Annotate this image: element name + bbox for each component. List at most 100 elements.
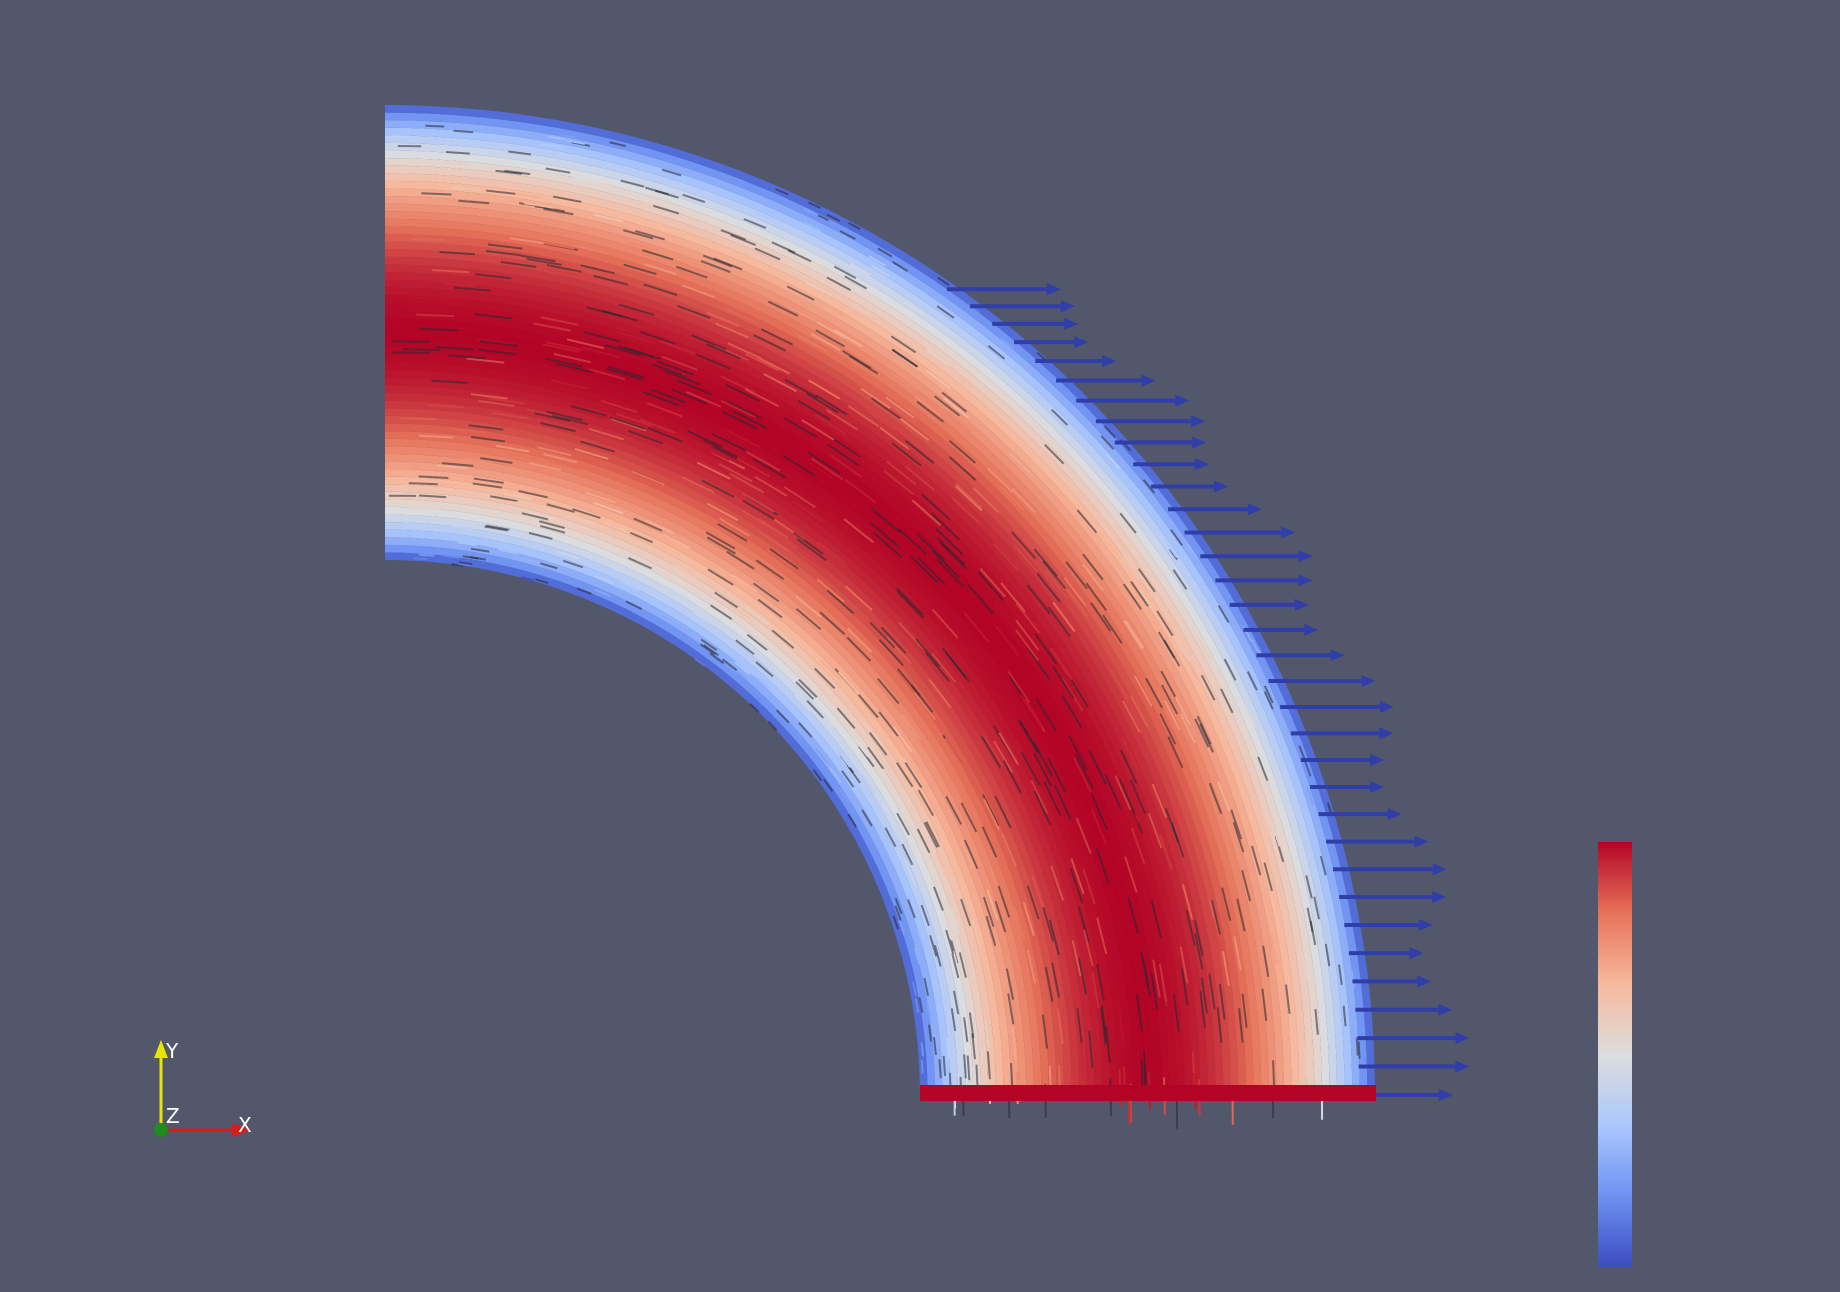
arrow-glyph [458, 561, 473, 566]
arrow-glyph [663, 510, 694, 527]
arrow-glyph [601, 309, 639, 322]
arrow-glyph [1270, 1007, 1276, 1040]
arrow-glyph [418, 475, 449, 480]
arrow-glyph [932, 1026, 937, 1045]
arrow-glyph [542, 343, 581, 354]
arrow-glyph [808, 201, 821, 209]
arrow-glyph [1001, 833, 1017, 867]
arrow-glyph [943, 916, 953, 941]
arrow-glyph [914, 998, 920, 1013]
arrow-glyph [929, 935, 938, 957]
arrow-glyph [896, 762, 914, 788]
arrow-glyph [903, 300, 925, 316]
arrow-glyph [833, 265, 857, 280]
arrow-glyph [623, 229, 654, 240]
arrow-glyph [694, 658, 706, 667]
arrow-glyph [830, 454, 863, 478]
arrow-glyph [700, 638, 718, 651]
arrow-glyph [925, 1000, 931, 1018]
arrow-glyph [472, 482, 503, 489]
arrow-glyph [643, 590, 664, 602]
arrow-glyph [894, 905, 902, 922]
arrow-glyph [868, 255, 886, 267]
arrow-glyph [470, 393, 508, 400]
arrow-glyph [580, 440, 615, 453]
outlet-arrow [1326, 835, 1429, 848]
arrow-glyph [1200, 674, 1216, 701]
arrow-glyph [937, 537, 966, 566]
arrow-glyph [913, 691, 936, 721]
arrow-glyph [817, 687, 838, 708]
arrow-glyph [994, 625, 1020, 657]
arrow-glyph [643, 283, 678, 297]
arrow-glyph [1011, 1028, 1018, 1060]
arrow-glyph [836, 749, 851, 768]
arrow-glyph [700, 260, 731, 273]
arrow-glyph [503, 492, 533, 501]
arrow-glyph [444, 554, 460, 559]
arrow-glyph [869, 521, 900, 548]
arrow-glyph [719, 517, 751, 537]
outlet-arrow [1095, 415, 1206, 428]
arrow-glyph [1164, 808, 1180, 843]
arrow-glyph [886, 460, 917, 486]
arrow-glyph [610, 417, 647, 432]
arrow-glyph [945, 1038, 950, 1060]
arrow-glyph [442, 161, 469, 166]
arrow-glyph [985, 915, 997, 947]
arrow-glyph [1048, 919, 1060, 955]
arrow-glyph [448, 354, 487, 360]
outlet-arrow [1333, 863, 1447, 876]
arrow-glyph [935, 861, 948, 887]
arrow-glyph [1199, 991, 1206, 1028]
arrow-glyph [1342, 1005, 1347, 1027]
arrow-glyph [717, 523, 748, 542]
arrow-glyph [1138, 588, 1157, 615]
arrow-glyph [725, 383, 761, 403]
arrow-glyph [431, 379, 469, 384]
arrow-glyph [793, 353, 826, 373]
arrow-glyph [730, 170, 745, 178]
arrow-glyph [1009, 452, 1033, 476]
arrow-glyph [515, 512, 542, 521]
arrow-glyph [745, 606, 769, 625]
arrow-glyph [791, 499, 824, 523]
arrow-glyph [787, 267, 814, 282]
arrow-glyph [538, 520, 565, 530]
arrow-glyph [876, 677, 900, 705]
arrow-glyph [1152, 552, 1169, 574]
arrow-glyph [1117, 570, 1137, 597]
outlet-arrow [1290, 727, 1394, 740]
arrow-glyph [1217, 781, 1231, 812]
arrow-glyph [574, 177, 600, 185]
arrow-glyph [594, 588, 611, 598]
arrow-glyph [1026, 584, 1051, 615]
arrow-glyph [963, 612, 990, 643]
arrow-glyph [1174, 696, 1191, 726]
arrow-glyph [945, 795, 962, 825]
arrow-glyph [1135, 993, 1143, 1032]
arrow-glyph [566, 139, 586, 145]
outlet-arrow [1243, 623, 1319, 636]
arrow-glyph [1233, 936, 1242, 971]
arrow-glyph [1052, 601, 1076, 633]
arrow-glyph [1020, 694, 1043, 729]
arrow-glyph [428, 404, 465, 409]
arrow-glyph [1035, 697, 1057, 732]
arrow-glyph [419, 553, 435, 557]
arrow-glyph [1230, 809, 1243, 840]
arrow-glyph [553, 507, 582, 518]
arrow-glyph [1065, 561, 1088, 590]
arrow-glyph [730, 234, 757, 246]
arrow-glyph [453, 286, 492, 292]
arrow-glyph [916, 926, 924, 947]
arrow-glyph [562, 559, 584, 569]
arrow-glyph [1100, 1007, 1107, 1046]
arrow-glyph [994, 795, 1012, 829]
arrow-glyph [1269, 771, 1280, 796]
arrow-glyph [1320, 1029, 1325, 1055]
arrow-glyph [931, 512, 960, 541]
arrow-glyph [760, 328, 794, 346]
